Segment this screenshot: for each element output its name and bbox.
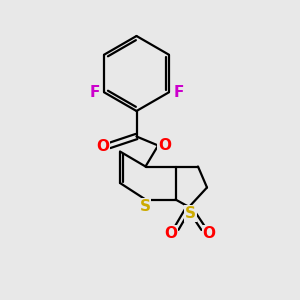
Text: O: O <box>96 139 110 154</box>
Text: O: O <box>158 138 171 153</box>
Text: F: F <box>173 85 184 100</box>
Text: S: S <box>140 199 150 214</box>
Text: F: F <box>89 85 100 100</box>
Text: S: S <box>185 206 196 221</box>
Text: O: O <box>202 226 215 241</box>
Text: O: O <box>164 226 178 241</box>
